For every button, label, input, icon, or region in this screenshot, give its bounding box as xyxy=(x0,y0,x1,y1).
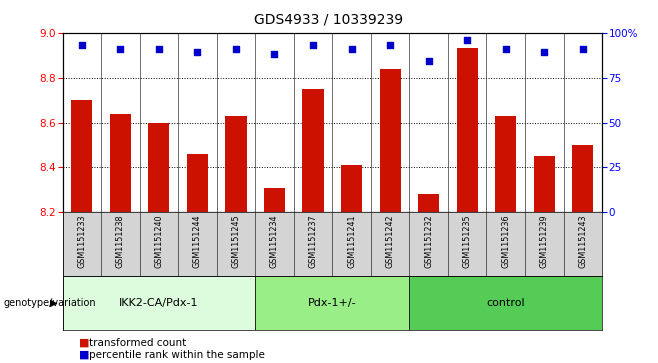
Text: GSM1151241: GSM1151241 xyxy=(347,214,356,268)
Bar xyxy=(409,276,602,330)
Point xyxy=(578,46,588,52)
Point xyxy=(269,51,280,57)
Bar xyxy=(572,145,594,212)
Bar xyxy=(71,100,92,212)
Text: GSM1151233: GSM1151233 xyxy=(77,214,86,268)
Point xyxy=(501,46,511,52)
Text: GSM1151240: GSM1151240 xyxy=(155,214,163,268)
Point xyxy=(462,37,472,43)
Bar xyxy=(418,195,440,212)
Text: GDS4933 / 10339239: GDS4933 / 10339239 xyxy=(255,13,403,27)
Text: GSM1151237: GSM1151237 xyxy=(309,214,318,268)
Text: GSM1151242: GSM1151242 xyxy=(386,214,395,268)
Point xyxy=(346,46,357,52)
Bar xyxy=(264,188,285,212)
Text: GSM1151235: GSM1151235 xyxy=(463,214,472,268)
Bar xyxy=(380,69,401,212)
Point xyxy=(423,58,434,64)
Bar xyxy=(534,156,555,212)
Point xyxy=(76,42,87,48)
Text: GSM1151232: GSM1151232 xyxy=(424,214,433,268)
Point xyxy=(308,42,318,48)
Bar xyxy=(110,114,131,212)
Text: GSM1151234: GSM1151234 xyxy=(270,214,279,268)
Text: GSM1151236: GSM1151236 xyxy=(501,214,510,268)
Point xyxy=(231,46,241,52)
Point xyxy=(115,46,126,52)
Bar xyxy=(457,48,478,212)
Text: GSM1151239: GSM1151239 xyxy=(540,214,549,268)
Text: genotype/variation: genotype/variation xyxy=(3,298,96,308)
Text: ▶: ▶ xyxy=(50,298,57,308)
Text: ■: ■ xyxy=(79,350,89,360)
Text: ■: ■ xyxy=(79,338,89,348)
Point xyxy=(153,46,164,52)
Point xyxy=(539,49,549,55)
Bar xyxy=(148,123,170,212)
Bar xyxy=(255,276,409,330)
Text: transformed count: transformed count xyxy=(89,338,186,348)
Bar xyxy=(187,154,208,212)
Text: Pdx-1+/-: Pdx-1+/- xyxy=(308,298,357,308)
Bar xyxy=(63,276,255,330)
Text: GSM1151238: GSM1151238 xyxy=(116,214,125,268)
Bar xyxy=(341,165,362,212)
Point xyxy=(385,42,395,48)
Bar xyxy=(303,89,324,212)
Text: GSM1151244: GSM1151244 xyxy=(193,214,202,268)
Bar xyxy=(225,116,247,212)
Text: GSM1151243: GSM1151243 xyxy=(578,214,588,268)
Text: IKK2-CA/Pdx-1: IKK2-CA/Pdx-1 xyxy=(119,298,199,308)
Text: percentile rank within the sample: percentile rank within the sample xyxy=(89,350,265,360)
Bar xyxy=(495,116,517,212)
Point xyxy=(192,49,203,55)
Text: GSM1151245: GSM1151245 xyxy=(232,214,240,268)
Text: control: control xyxy=(486,298,525,308)
